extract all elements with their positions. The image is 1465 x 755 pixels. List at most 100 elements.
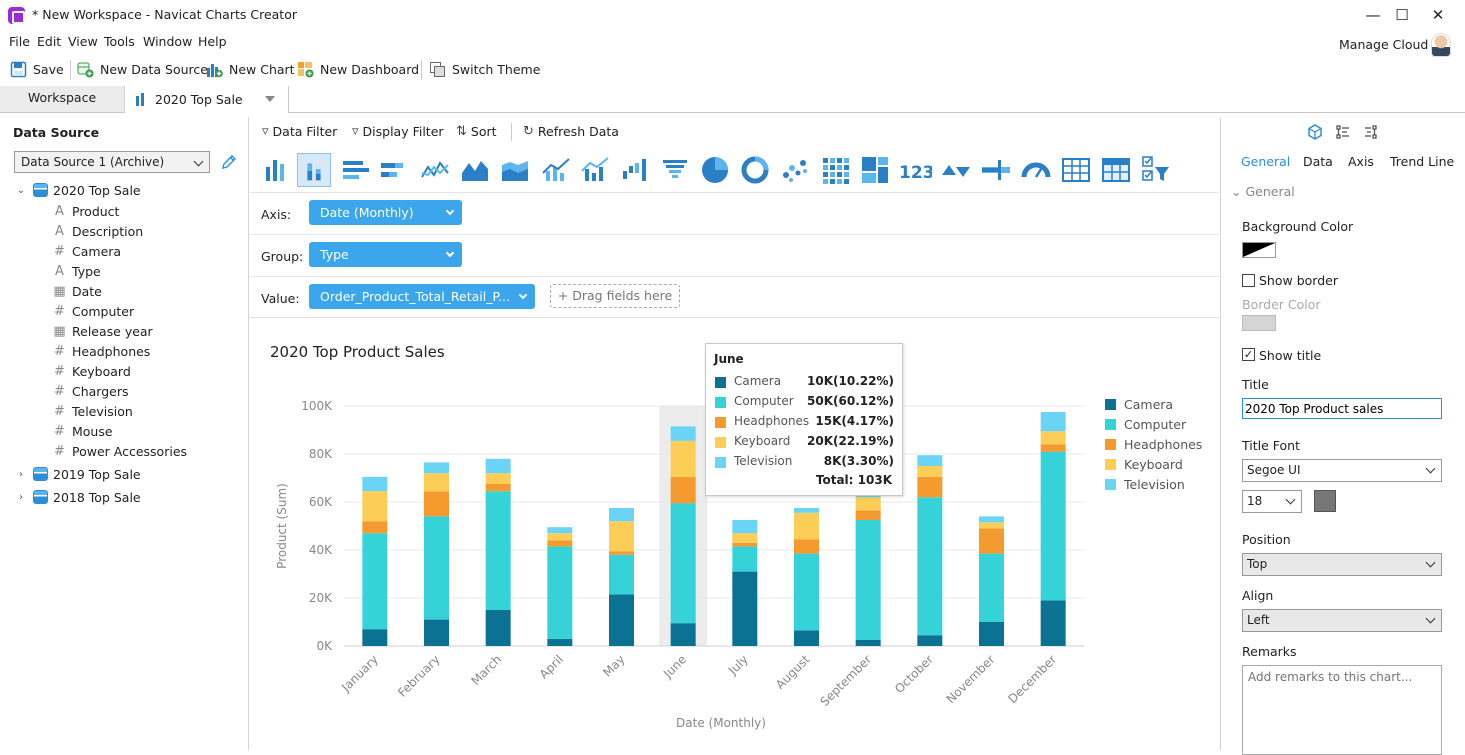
title-input[interactable] (1242, 398, 1442, 419)
bar-chart-icon[interactable] (338, 153, 372, 187)
stacked-area-chart-icon[interactable] (498, 153, 532, 187)
tree-field[interactable]: # Camera (53, 241, 121, 261)
table-chart-icon[interactable] (1059, 153, 1093, 187)
bar-segment (609, 551, 634, 555)
tree-field[interactable]: A Type (53, 261, 101, 281)
chevron-down-icon (445, 248, 455, 258)
tree-field[interactable]: # Headphones (53, 341, 150, 361)
minimize-icon[interactable]: — (1365, 6, 1381, 24)
combo-chart-icon[interactable] (578, 153, 612, 187)
menu-window[interactable]: Window (143, 34, 193, 49)
window-title: * New Workspace - Navicat Charts Creator (32, 7, 297, 22)
menu-tools[interactable]: Tools (104, 34, 135, 49)
tree-field[interactable]: ▦ Release year (53, 321, 153, 341)
pivot-table-icon[interactable] (1099, 153, 1133, 187)
funnel-chart-icon[interactable] (658, 153, 692, 187)
chevron-right-icon[interactable]: › (19, 491, 23, 503)
tree-field[interactable]: A Description (53, 221, 143, 241)
tab-axis[interactable]: Axis (1348, 154, 1374, 169)
maximize-icon[interactable]: ☐ (1395, 6, 1409, 24)
refresh-data-button[interactable]: ↻ Refresh Data (523, 124, 619, 139)
kpi-chart-icon[interactable] (939, 153, 973, 187)
column-chart-icon[interactable] (258, 153, 292, 187)
axis-settings-icon[interactable] (1363, 124, 1379, 140)
treemap-chart-icon[interactable] (858, 153, 892, 187)
group-field-pill[interactable]: Type (309, 242, 462, 267)
font-family-select[interactable]: Segoe UI (1242, 459, 1442, 482)
new-data-source-button[interactable]: New Data Source (77, 56, 208, 82)
close-icon[interactable]: ✕ (1431, 6, 1445, 24)
show-title-checkbox[interactable]: ✓ (1242, 348, 1255, 361)
series-settings-icon[interactable] (1335, 124, 1351, 140)
sort-button[interactable]: ⇅ Sort (456, 124, 497, 139)
position-select[interactable]: Top (1242, 553, 1442, 576)
display-filter-button[interactable]: ▿ Display Filter (352, 124, 444, 139)
tree-field[interactable]: # Mouse (53, 421, 113, 441)
menu-help[interactable]: Help (198, 34, 227, 49)
table-icon (33, 467, 48, 481)
switch-theme-button[interactable]: Switch Theme (429, 56, 540, 82)
menu-view[interactable]: View (68, 34, 98, 49)
line-chart-icon[interactable] (418, 153, 452, 187)
value-field-pill[interactable]: Order_Product_Total_Retail_P... (309, 284, 535, 309)
tree-table-0[interactable]: ⌄ 2020 Top Sale (16, 180, 141, 200)
data-filter-button[interactable]: ▿ Data Filter (262, 124, 337, 139)
bullet-chart-icon[interactable] (979, 153, 1013, 187)
align-select[interactable]: Left (1242, 609, 1442, 632)
stacked-column-chart-icon[interactable] (297, 153, 331, 187)
tooltip-swatch (715, 377, 726, 388)
bar-segment (855, 497, 881, 511)
show-border-checkbox[interactable] (1242, 274, 1255, 287)
general-section-header[interactable]: ⌄ General (1231, 184, 1295, 199)
tree-field[interactable]: # Television (53, 401, 133, 421)
chevron-down-icon[interactable]: ⌄ (16, 184, 26, 196)
tab-data[interactable]: Data (1303, 154, 1333, 169)
bar-segment (609, 521, 634, 552)
tab-dropdown-icon[interactable] (265, 96, 275, 102)
tree-field[interactable]: # Computer (53, 301, 134, 321)
tree-field[interactable]: # Keyboard (53, 361, 131, 381)
tab-trend-line[interactable]: Trend Line (1390, 154, 1455, 169)
bar-segment (1040, 412, 1066, 432)
tree-field[interactable]: # Chargers (53, 381, 128, 401)
waterfall-chart-icon[interactable] (618, 153, 652, 187)
menu-edit[interactable]: Edit (37, 34, 62, 49)
tree-field[interactable]: ▦ Date (53, 281, 102, 301)
tree-field-label: Release year (72, 323, 153, 339)
chevron-right-icon[interactable]: › (19, 468, 23, 480)
scatter-chart-icon[interactable] (778, 153, 812, 187)
pencil-icon[interactable] (220, 153, 238, 171)
pie-chart-icon[interactable] (698, 153, 732, 187)
data-source-select[interactable]: Data Source 1 (Archive) (14, 151, 210, 173)
bar-line-chart-icon[interactable] (539, 153, 573, 187)
manage-cloud-button[interactable]: Manage Cloud (1339, 37, 1429, 52)
new-dashboard-button[interactable]: New Dashboard (297, 56, 419, 82)
bar-segment (979, 553, 1004, 622)
tab-2020-top-sale[interactable]: 2020 Top Sale (125, 86, 289, 113)
stacked-bar-chart-icon[interactable] (376, 153, 410, 187)
background-color-picker[interactable] (1242, 242, 1276, 258)
new-chart-button[interactable]: New Chart (206, 56, 295, 82)
tree-field[interactable]: # Power Accessories (53, 441, 187, 461)
area-chart-icon[interactable] (458, 153, 492, 187)
heatmap-chart-icon[interactable] (818, 153, 852, 187)
tree-table-2[interactable]: › 2018 Top Sale (16, 487, 141, 507)
tab-workspace[interactable]: Workspace (0, 86, 125, 112)
control-chart-icon[interactable] (1139, 153, 1173, 187)
tree-table-1[interactable]: › 2019 Top Sale (16, 464, 141, 484)
drag-fields-dropzone[interactable]: + Drag fields here (550, 284, 680, 308)
save-button[interactable]: Save (10, 56, 64, 82)
value-chart-icon[interactable]: 123 (898, 153, 932, 187)
gauge-chart-icon[interactable] (1019, 153, 1053, 187)
menu-file[interactable]: File (9, 34, 30, 49)
tab-general[interactable]: General (1241, 154, 1291, 169)
donut-chart-icon[interactable] (738, 153, 772, 187)
axis-field-pill[interactable]: Date (Monthly) (309, 200, 462, 225)
font-size-select[interactable]: 18 (1242, 490, 1302, 513)
user-avatar[interactable] (1431, 33, 1451, 57)
bar-segment (362, 629, 388, 646)
tree-field[interactable]: A Product (53, 201, 119, 221)
cube-icon[interactable] (1307, 124, 1323, 140)
remarks-textarea[interactable] (1242, 665, 1442, 755)
font-color-picker[interactable] (1314, 490, 1336, 512)
